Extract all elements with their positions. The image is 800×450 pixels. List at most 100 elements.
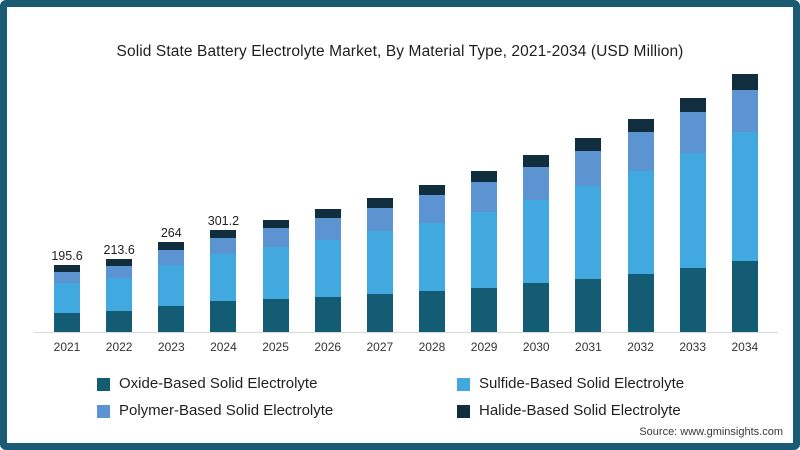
bar-group-2022: 213.6 [93,243,145,332]
bar-segment-sulfide-based [418,222,445,292]
x-axis-line [34,332,778,333]
bar-segment-polymer-based [210,237,237,254]
x-axis-label-2021: 2021 [53,340,81,354]
x-axis-label-2034: 2034 [731,340,759,354]
bar-segment-polymer-based [262,228,289,248]
bar-group-2033 [667,96,719,332]
bar-stack [54,265,80,332]
bar-segment-halide-based [158,242,185,251]
bar-total-label: 301.2 [207,213,240,228]
bar-segment-sulfide-based [523,199,550,284]
legend-label: Halide-Based Solid Electrolyte [479,402,681,419]
bar-stack [523,155,550,332]
legend-swatch-oxide [97,378,110,391]
bar-stack [210,229,237,332]
bar-segment-polymer-based [575,150,602,187]
bar-segment-sulfide-based [54,283,80,313]
bar-segment-oxide-based [471,287,498,332]
plot-area: 195.6 213.6 264 301.2 2021 2022 2023 2024 2025 2… [34,74,778,354]
bar-segment-polymer-based [158,250,185,265]
bar-group-2023: 264 [145,226,197,332]
bar-segment-sulfide-based [575,186,602,279]
bar-group-2032 [615,117,667,332]
bar-segment-oxide-based [523,283,550,332]
bar-segment-oxide-based [731,260,758,332]
x-axis-label-2030: 2030 [522,340,550,354]
legend-swatch-polymer [97,405,110,418]
bar-segment-sulfide-based [314,239,341,297]
bar-group-2024: 301.2 [197,214,249,332]
legend-label: Oxide-Based Solid Electrolyte [119,375,318,392]
bar-stack [314,209,341,332]
x-axis-labels: 2021 2022 2023 2024 2025 2026 2027 2028 2029 2030… [41,340,771,354]
x-axis-label-2032: 2032 [627,340,654,354]
bar-stack [679,97,706,332]
bar-segment-oxide-based [314,296,341,332]
x-axis-label-2025: 2025 [262,340,289,354]
bar-stack [158,242,185,332]
bar-group-2028 [406,183,458,332]
bar-segment-halide-based [471,170,498,182]
x-axis-label-2024: 2024 [210,340,237,354]
bar-segment-sulfide-based [731,131,758,261]
x-axis-label-2026: 2026 [314,340,342,354]
bar-segment-oxide-based [158,305,185,332]
bar-stack [262,219,289,332]
bar-segment-halide-based [106,259,133,267]
bar-segment-oxide-based [627,273,654,332]
legend-item-halide: Halide-Based Solid Electrolyte [457,402,684,419]
bar-segment-oxide-based [262,299,289,332]
bar-group-2034 [719,72,771,332]
bar-group-2031 [562,136,614,332]
bar-segment-polymer-based [627,132,654,171]
x-axis-label-2027: 2027 [366,340,394,354]
bar-group-2021: 195.6 [41,249,93,332]
legend-label: Polymer-Based Solid Electrolyte [119,402,334,419]
bar-segment-halide-based [366,197,393,208]
bar-group-2030 [510,153,562,332]
bar-group-2026 [302,207,354,332]
bar-segment-oxide-based [366,293,393,332]
bar-segment-halide-based [418,184,445,196]
bar-segment-sulfide-based [366,231,393,294]
bar-segment-halide-based [314,209,341,219]
bar-group-2025 [250,218,302,332]
bar-segment-sulfide-based [106,278,133,311]
bar-segment-polymer-based [731,90,758,132]
chart-title: Solid State Battery Electrolyte Market, … [116,43,684,60]
bar-segment-sulfide-based [627,170,654,274]
x-axis-label-2028: 2028 [418,340,446,354]
bar-segment-polymer-based [471,181,498,212]
bar-total-label: 195.6 [51,249,83,264]
bar-segment-sulfide-based [210,253,237,302]
bar-stack [106,259,133,332]
bar-segment-polymer-based [418,195,445,223]
source-note: Source: www.gminsights.com [639,426,783,438]
bar-segment-polymer-based [106,266,133,279]
legend-label: Sulfide-Based Solid Electrolyte [479,375,685,392]
bar-segment-halide-based [262,219,289,229]
bar-segment-polymer-based [314,218,341,240]
bar-stack [418,184,445,332]
bars-row: 195.6 213.6 264 301.2 [41,74,771,332]
legend-swatch-halide [457,405,470,418]
bar-segment-sulfide-based [262,247,289,299]
bar-segment-polymer-based [679,112,706,154]
bar-segment-oxide-based [106,310,133,332]
x-axis-label-2022: 2022 [105,340,133,354]
bar-segment-halide-based [54,265,80,273]
bar-segment-polymer-based [54,272,80,284]
bar-stack [627,118,654,332]
bar-segment-halide-based [731,74,758,91]
bar-segment-sulfide-based [471,212,498,288]
legend-item-polymer: Polymer-Based Solid Electrolyte [97,402,457,419]
bar-segment-halide-based [627,118,654,133]
bar-total-label: 264 [160,226,182,241]
legend: Oxide-Based Solid Electrolyte Sulfide-Ba… [97,375,684,419]
bar-segment-halide-based [575,137,602,151]
x-axis-label-2029: 2029 [470,340,498,354]
bar-stack [366,197,393,332]
bar-group-2029 [458,169,510,332]
bar-segment-oxide-based [679,268,706,332]
